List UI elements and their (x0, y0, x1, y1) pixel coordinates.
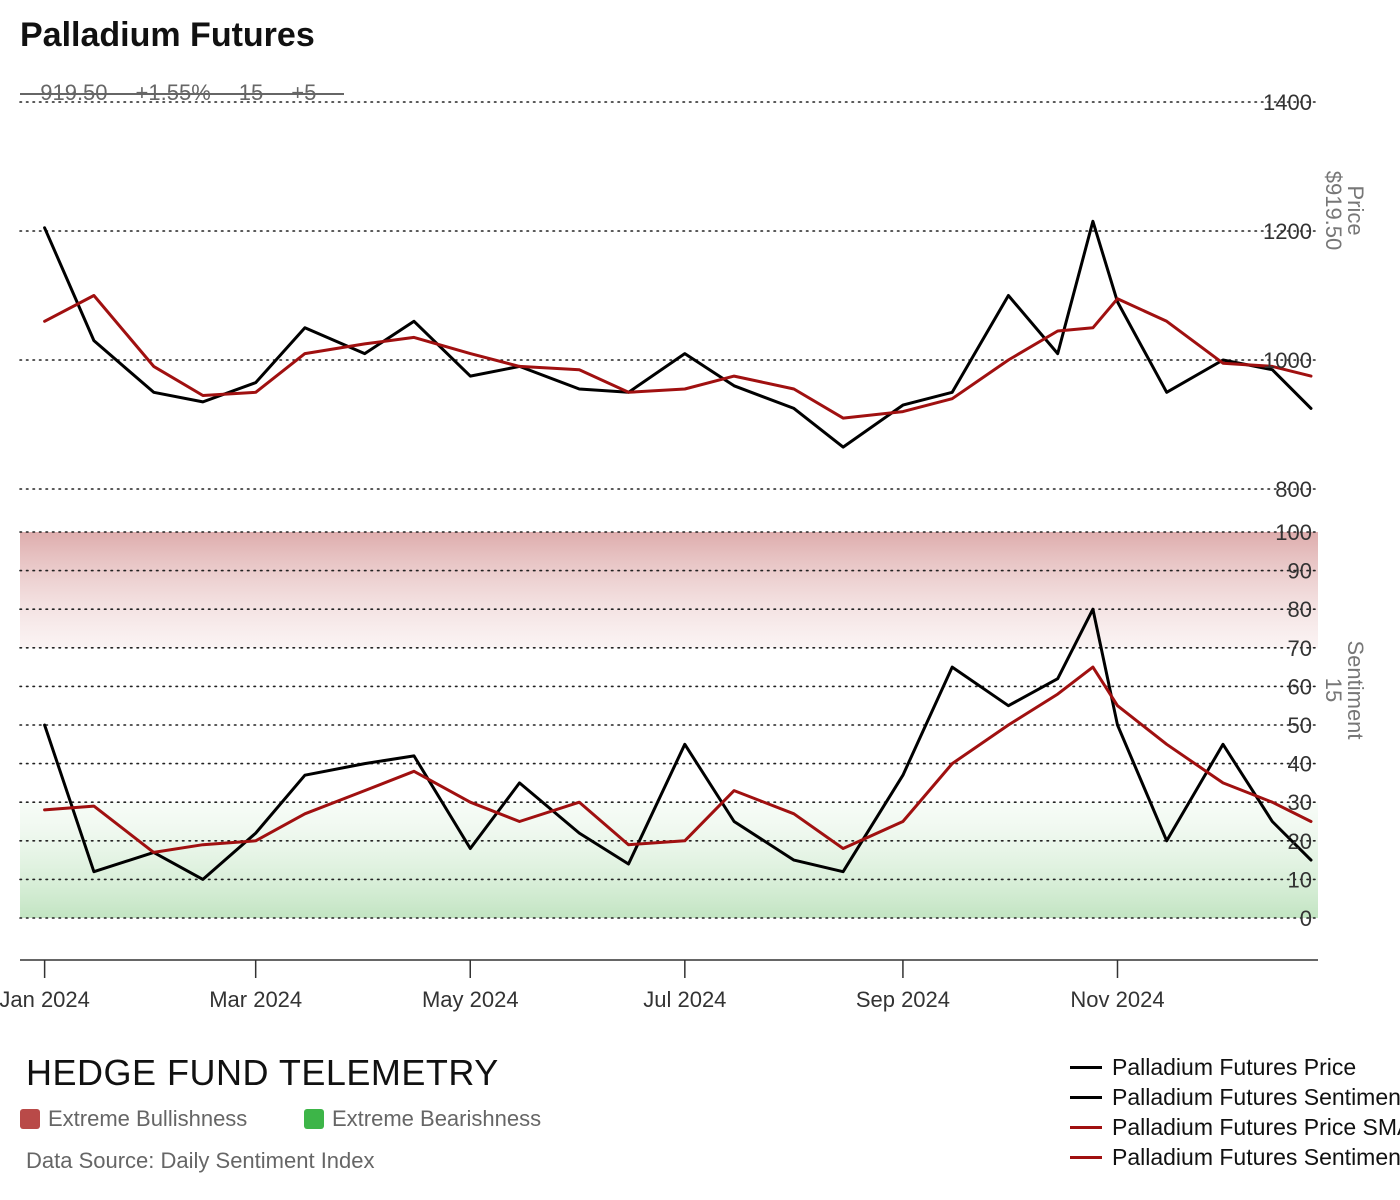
y-axis-title-label: Price (1343, 185, 1368, 235)
y-tick-label: 800 (1275, 477, 1312, 502)
y-tick-label: 70 (1288, 636, 1312, 661)
x-tick-label: Jul 2024 (643, 987, 726, 1012)
stat-price: 919.50 (40, 80, 108, 105)
bear-label: Extreme Bearishness (332, 1106, 542, 1131)
sentiment-zones (20, 532, 1318, 918)
legend-item[interactable]: Palladium Futures Price SMA (1070, 1112, 1400, 1142)
stat-change: +1.55% (135, 80, 211, 105)
brand-name: HEDGE FUND TELEMETRY (26, 1052, 499, 1093)
y-tick-label: 1000 (1263, 348, 1312, 373)
x-tick-label: Sep 2024 (856, 987, 950, 1012)
bull-label: Extreme Bullishness (48, 1106, 248, 1131)
series-line-sentiment (43, 607, 1313, 881)
bull-swatch (20, 1109, 40, 1129)
legend-line (1070, 1095, 1102, 1099)
bear-swatch (304, 1109, 324, 1129)
y-tick-label: 1200 (1263, 219, 1312, 244)
x-tick-label: Nov 2024 (1070, 987, 1164, 1012)
legend-item[interactable]: Palladium Futures Sentiment (1070, 1082, 1400, 1112)
axes: 800 1000 1200 1400 Price$919.50 0 10 20 30 40 50 60… (0, 90, 1368, 1012)
legend-label: Palladium Futures Price (1112, 1053, 1357, 1080)
chart: 800 1000 1200 1400 Price$919.50 0 10 20 30 40 50 60… (0, 90, 1368, 1012)
stat-sentiment-change: +5 (291, 80, 317, 105)
y-tick-label: 50 (1288, 713, 1312, 738)
stat-sentiment: 15 (238, 80, 264, 105)
legend-label: Palladium Futures Price SMA (1112, 1113, 1400, 1140)
y-tick-label: 0 (1300, 906, 1312, 931)
header-stats: 919.50 +1.55% 15 +5 (20, 54, 345, 132)
zone-key-bull: Extreme Bullishness (20, 1106, 247, 1132)
y-tick-label: 100 (1275, 520, 1312, 545)
y-tick-label: 20 (1288, 829, 1312, 854)
legend-item[interactable]: Palladium Futures Sentiment SMA (1070, 1142, 1400, 1172)
legend-label: Palladium Futures Sentiment SMA (1112, 1143, 1400, 1170)
x-tick-label: May 2024 (422, 987, 519, 1012)
legend-line (1070, 1125, 1102, 1129)
page-title: Palladium Futures (20, 16, 315, 54)
bull-zone (20, 532, 1318, 648)
strike-line (20, 93, 345, 95)
y-axis-title-label: Sentiment (1343, 640, 1368, 739)
x-tick-label: Jan 2024 (0, 987, 90, 1012)
legend-item[interactable]: Palladium Futures Price (1070, 1052, 1400, 1082)
legend-line (1070, 1065, 1102, 1069)
sma-line-sentiment (43, 665, 1313, 854)
zone-key-bear: Extreme Bearishness (304, 1106, 541, 1132)
y-axis-title: Price$919.50 (1321, 171, 1368, 251)
y-axis-title-value: 15 (1321, 678, 1346, 702)
data-source: Data Source: Daily Sentiment Index (26, 1148, 375, 1173)
series-lines (43, 219, 1313, 881)
sma-line-price (43, 294, 1313, 420)
legend-line (1070, 1155, 1102, 1159)
y-tick-label: 30 (1288, 790, 1312, 815)
legend: Palladium Futures Price Palladium Future… (1070, 1052, 1400, 1172)
y-tick-label: 40 (1288, 752, 1312, 777)
gridlines (19, 101, 1319, 919)
bear-zone (20, 802, 1318, 918)
y-tick-label: 60 (1288, 674, 1312, 699)
y-tick-label: 90 (1288, 559, 1312, 584)
series-line-price (43, 219, 1313, 449)
y-axis-title: Sentiment15 (1321, 640, 1368, 739)
y-tick-label: 80 (1288, 597, 1312, 622)
y-tick-label: 10 (1288, 867, 1312, 892)
y-tick-label: 1400 (1263, 90, 1312, 115)
x-tick-label: Mar 2024 (209, 987, 302, 1012)
y-axis-title-value: $919.50 (1321, 171, 1346, 251)
legend-label: Palladium Futures Sentiment (1112, 1083, 1400, 1110)
